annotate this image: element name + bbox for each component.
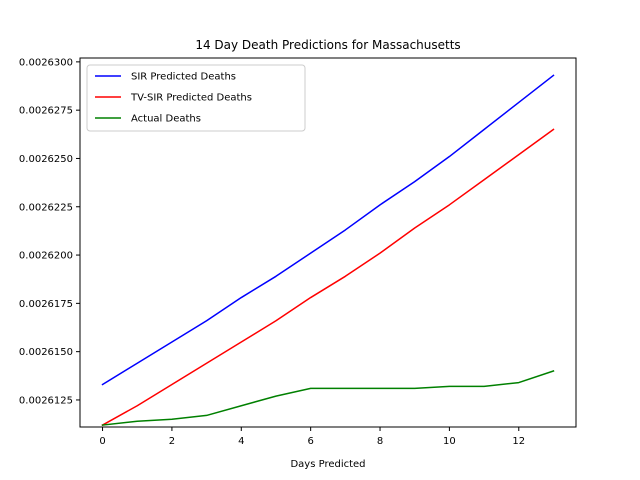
x-tick-label: 0	[99, 436, 105, 447]
x-tick-label: 10	[443, 436, 456, 447]
x-tick-label: 4	[238, 436, 244, 447]
series-layer	[101, 74, 555, 427]
plot-frame	[79, 57, 577, 428]
x-axis: 0 2 4 6 8 10 12	[99, 427, 525, 447]
x-tick-label: 12	[512, 436, 525, 447]
series-line-tv-sir-predicted-deaths	[101, 128, 555, 427]
y-tick-label: 0.0026200	[19, 251, 73, 262]
x-tick-label: 6	[307, 436, 313, 447]
legend-box	[86, 64, 306, 132]
y-axis: 0.0026125 0.0026150 0.0026175 0.0026200 0.00…	[19, 57, 80, 406]
x-tick-label: 8	[377, 436, 383, 447]
y-tick-label: 0.0026125	[19, 395, 73, 406]
x-axis-label: Days Predicted	[290, 459, 365, 470]
series-line-actual-deaths	[101, 370, 555, 426]
series-line-sir-predicted-deaths	[101, 74, 555, 386]
legend-entry: Actual Deaths	[131, 114, 201, 125]
y-tick-label: 0.0026175	[19, 299, 73, 310]
y-tick-label: 0.0026275	[19, 106, 73, 117]
y-tick-label: 0.0026250	[19, 154, 73, 165]
chart-title: 14 Day Death Predictions for Massachuset…	[195, 38, 460, 52]
y-tick-label: 0.0026150	[19, 347, 73, 358]
y-tick-label: 0.0026300	[19, 57, 73, 68]
x-tick-label: 2	[169, 436, 175, 447]
y-tick-label: 0.0026225	[19, 202, 73, 213]
legend-entry: SIR Predicted Deaths	[131, 72, 236, 83]
legend: SIR Predicted Deaths TV-SIR Predicted Dea…	[86, 64, 306, 132]
legend-entry: TV-SIR Predicted Deaths	[130, 93, 252, 104]
